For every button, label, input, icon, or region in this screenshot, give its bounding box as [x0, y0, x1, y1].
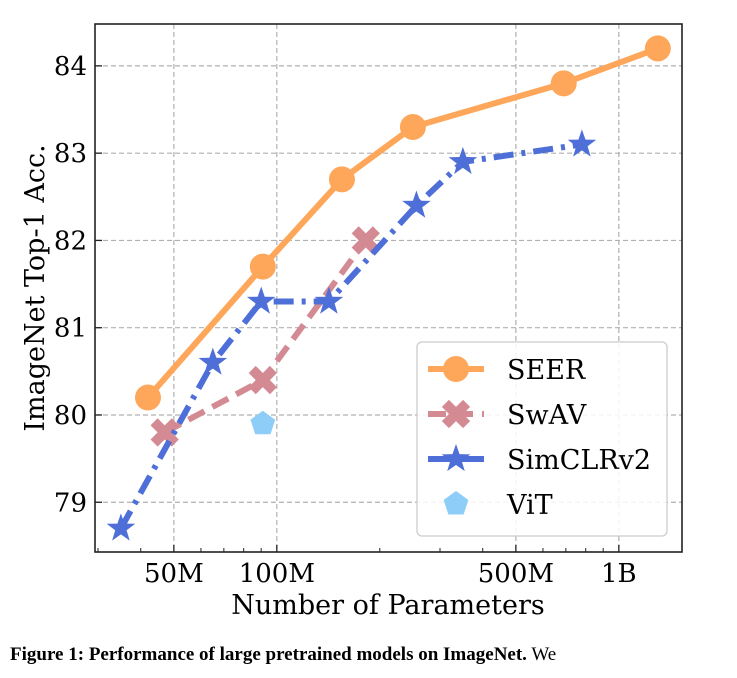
data-point-circle [249, 253, 276, 280]
data-point-pentagon [250, 410, 276, 435]
data-point-circle [644, 35, 671, 62]
data-point-star [246, 286, 276, 314]
legend-entry-simclrv2: SimCLRv2 [428, 444, 651, 476]
data-point-star [314, 286, 344, 314]
caption-label: Figure 1: [10, 644, 85, 665]
data-point-x [441, 399, 471, 429]
x-tick-label: 50M [144, 559, 204, 589]
data-point-circle [328, 166, 355, 193]
data-point-star [567, 129, 597, 157]
x-tick-label: 500M [478, 559, 554, 589]
y-tick-label: 81 [54, 314, 87, 344]
y-tick-label: 83 [54, 139, 87, 169]
y-tick-label: 82 [54, 226, 87, 256]
data-point-x [150, 418, 179, 447]
data-point-x [351, 226, 380, 255]
data-point-circle [443, 356, 469, 382]
legend-label: SEER [507, 355, 586, 386]
legend-entry-seer: SEER [428, 355, 586, 386]
data-point-star [441, 444, 471, 472]
legend-entry-swav: SwAV [428, 399, 587, 431]
data-point-star [106, 513, 136, 541]
legend: SEER SwAV SimCLRv2 ViT [416, 341, 668, 537]
series-line [145, 45, 659, 400]
data-point-circle [550, 70, 577, 97]
caption-text: We [531, 644, 557, 665]
series-seer [134, 35, 671, 411]
data-point-star [402, 190, 431, 218]
legend-label: SwAV [507, 400, 587, 431]
legend-label: SimCLRv2 [507, 445, 651, 476]
data-point-x [248, 365, 277, 395]
y-tick-label: 79 [54, 488, 87, 518]
data-point-circle [134, 384, 161, 411]
x-tick-label: 100M [239, 559, 315, 589]
legend-label: ViT [506, 490, 553, 521]
chart: 79 80 81 82 83 84 50M 100M 500M 1B Number of Para… [20, 23, 683, 621]
caption-title: Performance of large pretrained models o… [88, 644, 527, 665]
plot-frame [94, 23, 683, 553]
y-tick-label: 84 [54, 52, 87, 82]
data-point-star [198, 347, 228, 375]
x-axis-label: Number of Parameters [231, 590, 544, 621]
legend-entry-vit: ViT [443, 490, 553, 521]
x-tick-label: 1B [601, 559, 637, 589]
data-point-pentagon [443, 491, 469, 515]
ticks: 79 80 81 82 83 84 50M 100M 500M 1B [54, 52, 637, 589]
y-tick-label: 80 [54, 401, 87, 431]
series-layer [106, 35, 671, 541]
data-point-star [448, 146, 478, 174]
series-vit [250, 410, 276, 435]
figure-caption: Figure 1: Performance of large pretraine… [10, 644, 556, 666]
series-simclrv2 [106, 129, 597, 541]
y-axis-label: ImageNet Top-1 Acc. [20, 144, 51, 431]
series-swav [150, 226, 380, 447]
data-point-circle [399, 113, 426, 140]
legend-box [416, 341, 668, 537]
